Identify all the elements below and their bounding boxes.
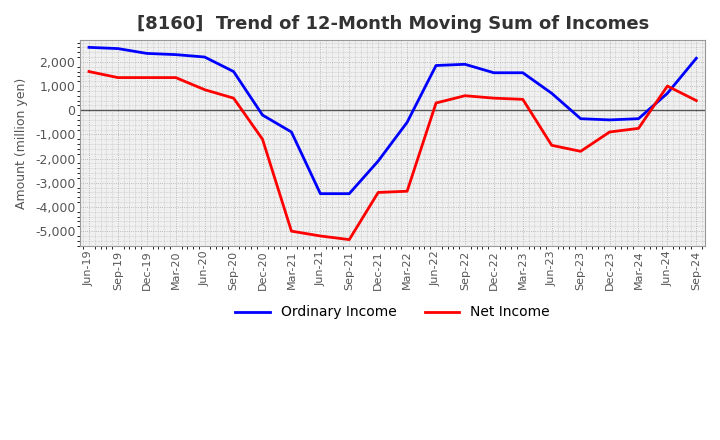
Net Income xyxy=(663,84,672,89)
Legend: Ordinary Income, Net Income: Ordinary Income, Net Income xyxy=(230,300,556,325)
Ordinary Income xyxy=(518,70,527,75)
Net Income xyxy=(287,228,296,234)
Ordinary Income xyxy=(606,117,614,123)
Ordinary Income xyxy=(402,120,411,125)
Y-axis label: Amount (million yen): Amount (million yen) xyxy=(15,77,28,209)
Net Income xyxy=(432,100,441,106)
Net Income xyxy=(576,149,585,154)
Ordinary Income xyxy=(692,55,701,61)
Net Income xyxy=(114,75,122,80)
Ordinary Income xyxy=(634,116,643,121)
Ordinary Income xyxy=(374,158,382,164)
Title: [8160]  Trend of 12-Month Moving Sum of Incomes: [8160] Trend of 12-Month Moving Sum of I… xyxy=(137,15,649,33)
Ordinary Income xyxy=(85,45,94,50)
Net Income xyxy=(374,190,382,195)
Net Income xyxy=(229,95,238,101)
Net Income xyxy=(692,98,701,103)
Ordinary Income xyxy=(143,51,151,56)
Net Income xyxy=(171,75,180,80)
Net Income xyxy=(547,143,556,148)
Net Income xyxy=(258,136,267,142)
Ordinary Income xyxy=(345,191,354,196)
Line: Net Income: Net Income xyxy=(89,72,696,240)
Ordinary Income xyxy=(432,63,441,68)
Net Income xyxy=(634,126,643,131)
Net Income xyxy=(143,75,151,80)
Net Income xyxy=(461,93,469,99)
Ordinary Income xyxy=(258,113,267,118)
Line: Ordinary Income: Ordinary Income xyxy=(89,48,696,194)
Ordinary Income xyxy=(114,46,122,51)
Ordinary Income xyxy=(229,69,238,74)
Ordinary Income xyxy=(461,62,469,67)
Ordinary Income xyxy=(490,70,498,75)
Net Income xyxy=(345,237,354,242)
Net Income xyxy=(316,233,325,238)
Ordinary Income xyxy=(576,116,585,121)
Ordinary Income xyxy=(547,91,556,96)
Ordinary Income xyxy=(663,91,672,96)
Ordinary Income xyxy=(316,191,325,196)
Net Income xyxy=(518,97,527,102)
Net Income xyxy=(606,129,614,135)
Ordinary Income xyxy=(287,129,296,135)
Net Income xyxy=(200,87,209,92)
Net Income xyxy=(490,95,498,101)
Net Income xyxy=(402,189,411,194)
Net Income xyxy=(85,69,94,74)
Ordinary Income xyxy=(171,52,180,57)
Ordinary Income xyxy=(200,55,209,60)
